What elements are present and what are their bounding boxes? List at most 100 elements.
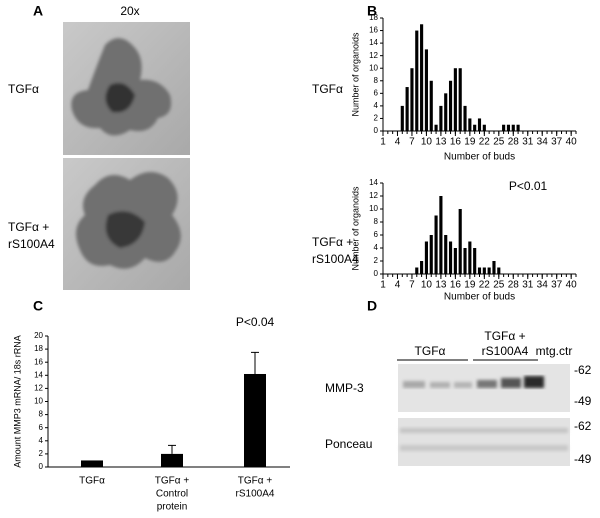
y-tick-label: 2 [374, 256, 379, 265]
row-label: TGFα + [312, 235, 353, 249]
row-label: rS100A4 [312, 252, 359, 266]
x-tick-label: 37 [551, 280, 563, 291]
annotation: P<0.01 [509, 179, 548, 193]
x-tick-label: 7 [409, 280, 415, 291]
x-tick-label: 1 [380, 280, 386, 291]
blot [398, 418, 570, 466]
x-tick-label: 40 [566, 280, 578, 291]
bar [439, 196, 443, 274]
group-label: mtg.ctr [536, 344, 573, 358]
marker-label: -62 [574, 419, 592, 433]
bar [492, 261, 496, 274]
x-tick-label: 28 [508, 280, 520, 291]
y-tick-label: 18 [34, 344, 43, 353]
y-axis-label: Number of organoids [350, 32, 360, 117]
bar [463, 105, 467, 131]
y-tick-label: 2 [374, 114, 379, 123]
bar [424, 241, 428, 274]
marker-label: -49 [574, 394, 592, 408]
bar [458, 209, 462, 274]
bar [477, 267, 482, 274]
x-tick-label: 34 [537, 280, 549, 291]
y-tick-label: 2 [39, 449, 44, 458]
x-tick-label: TGFα + [238, 476, 273, 487]
bar [497, 267, 501, 274]
x-axis-label: Number of buds [444, 152, 515, 163]
x-tick-label: 22 [479, 280, 491, 291]
x-tick-label: 7 [409, 137, 415, 148]
y-tick-label: 12 [369, 51, 378, 60]
bar [405, 87, 409, 131]
y-tick-label: 8 [374, 76, 379, 85]
x-axis-label: Number of buds [444, 292, 515, 303]
group-label: TGFα [415, 344, 446, 358]
group-label: rS100A4 [482, 344, 529, 358]
panel-label: C [33, 298, 43, 314]
x-tick-label: rS100A4 [236, 489, 275, 500]
y-tick-label: 20 [34, 331, 43, 340]
marker-label: -62 [574, 363, 592, 377]
organoid [71, 38, 172, 136]
bar [429, 80, 433, 131]
y-tick-label: 6 [374, 88, 379, 97]
bar [473, 248, 477, 274]
panel-label: D [367, 298, 377, 314]
bar [444, 93, 448, 131]
x-tick-label: Control [156, 489, 188, 500]
y-tick-label: 18 [369, 13, 378, 22]
panel-label: A [33, 3, 43, 19]
x-tick-label: 19 [464, 280, 476, 291]
bar [453, 68, 457, 131]
bar [434, 215, 438, 274]
bar [439, 105, 443, 131]
bar [482, 124, 486, 131]
y-tick-label: 16 [369, 26, 378, 35]
bar [161, 453, 183, 467]
y-tick-label: 4 [374, 101, 379, 110]
y-tick-label: 4 [374, 243, 379, 252]
bar [511, 124, 515, 131]
bar [244, 373, 266, 467]
bar [516, 124, 520, 131]
bar [463, 248, 467, 274]
x-tick-label: 25 [493, 137, 505, 148]
bar [434, 124, 438, 131]
panel-label: B [367, 3, 377, 19]
bar [477, 118, 482, 131]
x-tick-label: 4 [395, 137, 401, 148]
bar [444, 235, 448, 274]
x-tick-label: 37 [551, 137, 563, 148]
x-tick-label: 40 [566, 137, 578, 148]
row-label: TGFα [8, 82, 39, 96]
y-tick-label: 14 [369, 38, 378, 47]
bar [487, 267, 491, 274]
bands [400, 428, 568, 451]
x-tick-label: 13 [435, 137, 447, 148]
x-tick-label: 34 [537, 137, 549, 148]
y-axis-label: Amount MMP3 mRNA/ 18s rRNA [12, 335, 22, 468]
y-tick-label: 0 [374, 269, 379, 278]
x-tick-label: 31 [522, 280, 534, 291]
bar [420, 261, 424, 274]
row-label: rS100A4 [8, 237, 55, 251]
bar [420, 24, 424, 131]
y-tick-label: 10 [369, 63, 378, 72]
bar [410, 68, 414, 131]
y-tick-label: 4 [39, 436, 44, 445]
x-tick-label: 16 [450, 280, 462, 291]
x-tick-label: TGFα + [155, 476, 190, 487]
magnification: 20x [120, 4, 139, 18]
bar [415, 30, 419, 131]
bar [458, 68, 462, 131]
bands [403, 376, 544, 388]
x-tick-label: 19 [464, 137, 476, 148]
bar [453, 248, 457, 274]
y-tick-label: 10 [34, 397, 43, 406]
bar [468, 241, 472, 274]
bar [468, 118, 472, 131]
x-tick-label: 25 [493, 280, 505, 291]
x-tick-label: 10 [421, 280, 433, 291]
organoid [76, 171, 181, 269]
blot-label: Ponceau [325, 437, 372, 451]
